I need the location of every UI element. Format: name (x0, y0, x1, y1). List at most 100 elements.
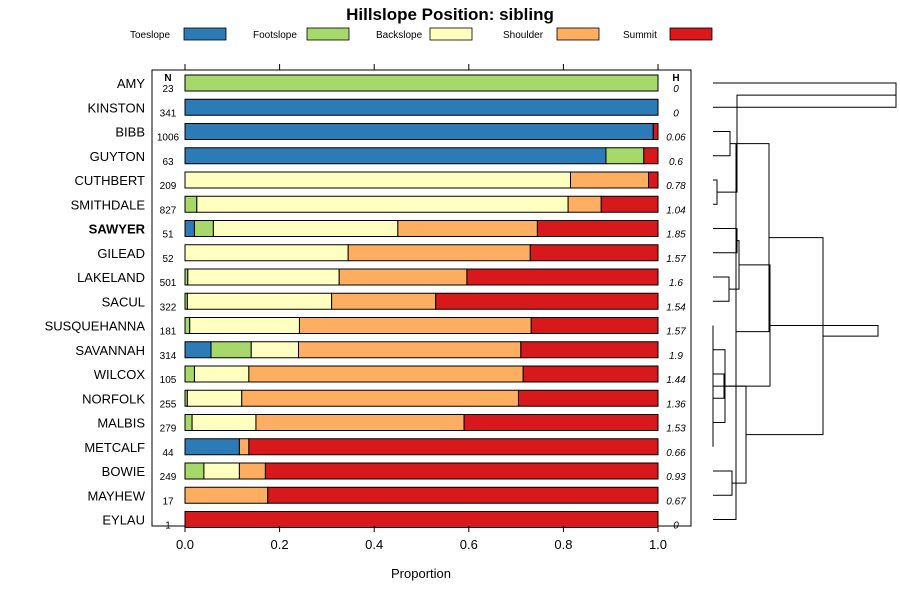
bar-segment-backslope (184, 244, 349, 262)
row-h-value: 1.44 (666, 375, 686, 386)
bar-segment-shoulder (238, 438, 250, 456)
bar-segment-shoulder (331, 292, 437, 310)
bar-segment-summit (520, 341, 659, 359)
row-h-value: 1.85 (666, 230, 686, 241)
row-n-value: 209 (160, 181, 177, 192)
legend-swatch-summit (669, 27, 713, 41)
bar-row-metcalf (184, 438, 659, 456)
bar-segment-summit (267, 486, 659, 504)
bar-row-amy (184, 74, 659, 92)
x-tick-label: 0.0 (176, 537, 194, 552)
bar-row-savannah (184, 341, 659, 359)
bar-segment-backslope (187, 268, 340, 286)
x-tick-label: 1.0 (649, 537, 667, 552)
row-n-value: 1006 (157, 133, 180, 144)
bar-segment-shoulder (569, 171, 650, 189)
row-label: AMY (117, 76, 146, 91)
row-n-value: 314 (160, 351, 177, 362)
row-h-value: 0.93 (666, 472, 686, 483)
row-h-value: 1.54 (666, 302, 686, 313)
bar-segment-footslope (184, 74, 659, 92)
dendrogram-link (713, 131, 731, 157)
row-label: BIBB (115, 125, 145, 140)
legend-swatch-backslope (429, 27, 473, 41)
bar-row-guyton (184, 147, 659, 165)
bar-segment-shoulder (248, 365, 524, 383)
dendrogram (712, 82, 897, 520)
axis-ticks-group: 0.0 0.2 0.4 0.6 0.8 1.0 (176, 64, 667, 552)
bar-segment-backslope (186, 389, 243, 407)
bar-segment-shoulder (241, 389, 519, 407)
row-h-value: 0.78 (666, 181, 686, 192)
row-h-value: 1.04 (666, 205, 686, 216)
bar-segment-shoulder (298, 317, 532, 334)
bar-segment-summit (652, 123, 659, 140)
bars-group (184, 74, 659, 528)
bar-segment-backslope (193, 365, 250, 383)
legend-label-backslope: Backslope (376, 30, 423, 41)
row-h-value: 0.06 (666, 133, 686, 144)
bar-row-gilead (184, 244, 659, 262)
row-h-value: 0.6 (669, 157, 683, 168)
bar-segment-footslope (184, 317, 191, 334)
row-n-value: 17 (162, 496, 174, 507)
row-n-value: 52 (162, 254, 174, 265)
bar-segment-summit (522, 365, 659, 383)
dendrogram-link (736, 143, 770, 333)
bar-row-sawyer (184, 220, 659, 237)
legend: Toeslope Footslope Backslope Shoulder Summit (130, 27, 713, 41)
row-label: SUSQUEHANNA (45, 319, 146, 334)
row-label: SACUL (102, 294, 145, 309)
bar-segment-summit (529, 244, 659, 262)
dendrogram-link (713, 143, 737, 520)
bar-segment-backslope (189, 317, 300, 334)
bar-segment-shoulder (255, 414, 465, 431)
bar-segment-shoulder (347, 244, 531, 262)
bar-segment-toeslope (184, 220, 195, 237)
row-h-value: 1.36 (666, 399, 686, 410)
row-label: SAWYER (89, 222, 146, 237)
bar-segment-summit (466, 268, 659, 286)
row-n-value: 105 (160, 375, 177, 386)
row-label: SMITHDALE (71, 197, 146, 212)
legend-swatch-toeslope (183, 27, 227, 41)
bar-segment-footslope (184, 462, 205, 480)
row-h-value: 1.57 (666, 327, 686, 338)
row-h-value: 0 (673, 108, 679, 119)
bar-segment-toeslope (184, 98, 659, 116)
dendrogram-link (713, 228, 738, 254)
row-n-value: 255 (160, 399, 177, 410)
bar-segment-shoulder (298, 341, 522, 359)
bar-segment-toeslope (184, 438, 240, 456)
row-label: EYLAU (102, 513, 145, 528)
bar-row-kinston (184, 98, 659, 116)
row-label: GILEAD (97, 246, 145, 261)
bar-segment-footslope (184, 365, 195, 383)
row-n-value: 63 (162, 157, 174, 168)
bar-segment-toeslope (184, 147, 607, 165)
row-label: MALBIS (97, 416, 145, 431)
row-label: KINSTON (87, 100, 145, 115)
bar-segment-backslope (203, 462, 240, 480)
bar-row-eylau (184, 511, 659, 528)
dendrogram-link (739, 264, 771, 387)
legend-label-summit: Summit (623, 30, 657, 41)
bar-row-malbis (184, 414, 659, 431)
legend-label-shoulder: Shoulder (503, 30, 544, 41)
bar-row-sacul (184, 292, 659, 310)
dendrogram-link (713, 385, 747, 484)
x-tick-label: 0.2 (271, 537, 289, 552)
row-n-value: 249 (160, 472, 177, 483)
bar-row-lakeland (184, 268, 659, 286)
bar-segment-footslope (193, 220, 214, 237)
bar-segment-summit (248, 438, 659, 456)
row-h-value: 1.9 (669, 351, 683, 362)
bar-segment-summit (463, 414, 659, 431)
row-n-value: 279 (160, 424, 177, 435)
row-label: GUYTON (90, 149, 145, 164)
bar-segment-shoulder (184, 486, 269, 504)
row-h-value: 0 (673, 84, 679, 95)
row-h-value: 1.53 (666, 424, 686, 435)
bar-segment-backslope (196, 195, 569, 213)
